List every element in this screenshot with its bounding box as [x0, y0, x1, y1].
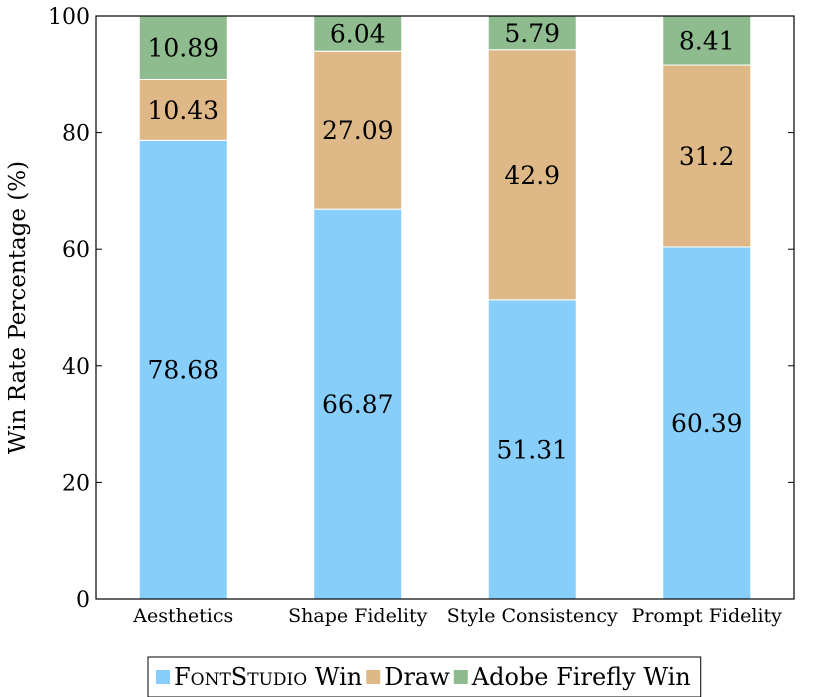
y-tick-label: 40	[62, 355, 90, 380]
bar-segment	[313, 15, 403, 52]
y-tick-label: 0	[76, 588, 90, 613]
data-label: 31.2	[679, 142, 735, 171]
x-tick-label: Shape Fidelity	[288, 605, 427, 627]
legend-label: FontStudio Win	[174, 663, 362, 691]
legend-box	[147, 656, 702, 697]
legend-swatch	[156, 670, 170, 684]
legend-label: Adobe Firefly Win	[471, 663, 691, 691]
data-label: 10.89	[147, 34, 219, 63]
data-label: 27.09	[322, 116, 394, 145]
bars-layer	[138, 15, 752, 600]
legend-label-smallcaps: FontStudio	[174, 663, 307, 691]
bar-segment	[662, 64, 752, 248]
legend-swatch	[366, 670, 381, 684]
y-tick-label: 80	[62, 122, 90, 147]
data-label: 42.9	[504, 161, 560, 190]
plot-frame	[95, 15, 795, 600]
y-axis-title: Win Rate Percentage (%)	[5, 161, 31, 454]
bar-segment	[138, 139, 228, 600]
data-label: 5.79	[504, 19, 560, 48]
data-labels-layer: 78.68 10.43 10.89 66.87 27.09 6.04 51.31 42.9 5.…	[147, 19, 742, 465]
data-label: 8.41	[679, 27, 735, 56]
bar-segment	[313, 208, 403, 600]
y-tick-label: 100	[48, 5, 90, 30]
y-tick-label: 20	[62, 471, 90, 496]
bar-segment	[487, 49, 577, 301]
x-tick-label: Style Consistency	[447, 605, 618, 627]
x-axis-category-labels: Aesthetics Shape Fidelity Style Consistenc…	[132, 605, 782, 627]
bar-segment	[138, 78, 228, 141]
bar-segment	[662, 246, 752, 600]
y-tick-label: 60	[62, 238, 90, 263]
data-label: 51.31	[496, 435, 568, 464]
legend-label: Draw	[384, 663, 450, 691]
y-axis: 0 20 40 60 80 100	[48, 5, 794, 613]
data-label: 78.68	[147, 356, 219, 385]
data-label: 60.39	[671, 409, 743, 438]
data-label: 6.04	[330, 20, 386, 49]
data-label: 66.87	[322, 390, 394, 419]
bar-segment	[662, 15, 752, 66]
bar-segment	[313, 50, 403, 210]
legend-label-suffix: Win	[307, 663, 362, 691]
x-tick-label: Aesthetics	[132, 605, 233, 627]
bar-segment	[487, 15, 577, 51]
legend-swatch	[453, 670, 468, 684]
x-tick-label: Prompt Fidelity	[632, 605, 783, 627]
legend-items: FontStudio Win Draw Adobe Firefly Win	[156, 663, 691, 691]
data-label: 10.43	[147, 96, 219, 125]
legend: FontStudio Win Draw Adobe Firefly Win	[147, 656, 702, 697]
